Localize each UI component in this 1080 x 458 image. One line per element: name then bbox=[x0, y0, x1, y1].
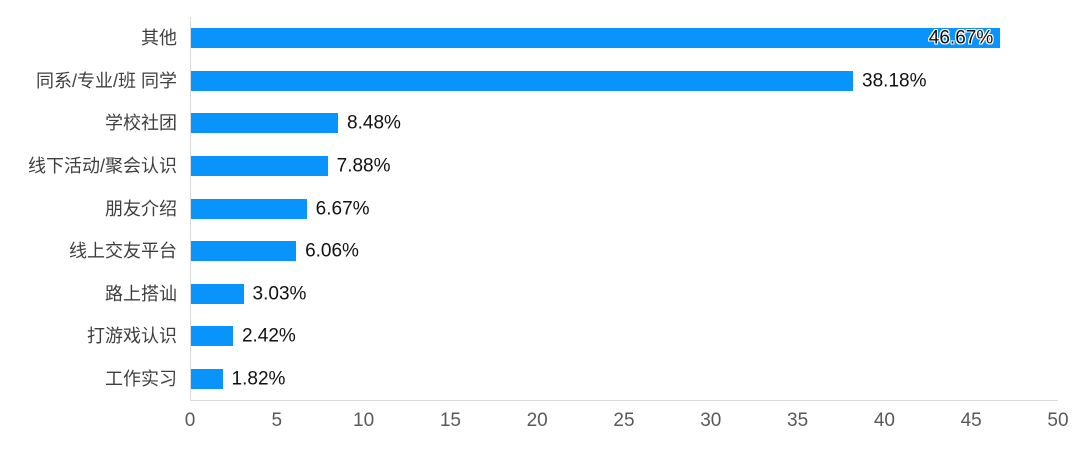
bar-track: 2.42% bbox=[190, 314, 1058, 358]
category-label: 路上搭讪 bbox=[105, 283, 177, 304]
bar[interactable] bbox=[191, 28, 1001, 49]
bar[interactable] bbox=[191, 113, 339, 134]
bar-track: 3.03% bbox=[190, 272, 1058, 315]
x-tick-label: 45 bbox=[960, 410, 982, 431]
plot-area: 其他 46.67% 同系/专业/班 同学 38.18% 学校社团 8.48% 线下活动/聚会… bbox=[0, 17, 1058, 401]
x-tick-label: 15 bbox=[439, 410, 461, 431]
bar-row: 其他 46.67% bbox=[0, 17, 1058, 60]
bar-track: 38.18% bbox=[190, 59, 1058, 103]
x-axis: 0 5 10 15 20 25 30 35 40 45 50 bbox=[0, 400, 1069, 440]
bar[interactable] bbox=[191, 326, 233, 347]
bar[interactable] bbox=[191, 241, 297, 262]
bar-row: 路上搭讪 3.03% bbox=[0, 272, 1058, 315]
x-axis-spacer bbox=[0, 400, 190, 440]
x-axis-ticks: 0 5 10 15 20 25 30 35 40 45 50 bbox=[185, 400, 1069, 440]
value-label: 3.03% bbox=[252, 283, 307, 305]
category-label: 其他 bbox=[141, 28, 177, 49]
category-label: 线上交友平台 bbox=[69, 241, 177, 262]
x-tick-label: 30 bbox=[700, 410, 722, 431]
bar-row: 朋友介绍 6.67% bbox=[0, 187, 1058, 230]
x-tick-label: 40 bbox=[873, 410, 895, 431]
bar-track: 6.06% bbox=[190, 229, 1058, 273]
value-label: 1.82% bbox=[231, 368, 286, 390]
bar[interactable] bbox=[191, 368, 223, 389]
value-label: 7.88% bbox=[336, 155, 391, 177]
bar-row: 线上交友平台 6.06% bbox=[0, 229, 1058, 273]
bar-track: 7.88% bbox=[190, 144, 1058, 188]
value-label: 38.18% bbox=[862, 70, 927, 92]
x-tick-label: 20 bbox=[526, 410, 548, 431]
x-tick-label: 0 bbox=[184, 410, 196, 431]
bar-row: 学校社团 8.48% bbox=[0, 102, 1058, 145]
bar[interactable] bbox=[191, 198, 307, 219]
bar[interactable] bbox=[191, 155, 328, 176]
bar-row: 工作实习 1.82% bbox=[0, 357, 1058, 401]
value-label: 6.67% bbox=[315, 198, 370, 220]
bar-track: 46.67% bbox=[190, 17, 1058, 60]
category-label: 打游戏认识 bbox=[87, 326, 177, 347]
x-tick-label: 25 bbox=[613, 410, 635, 431]
x-tick-label: 50 bbox=[1047, 410, 1069, 431]
value-label: 6.06% bbox=[305, 240, 359, 262]
value-label: 46.67% bbox=[928, 27, 994, 49]
bar-track: 6.67% bbox=[190, 187, 1058, 230]
x-tick-label: 10 bbox=[353, 410, 375, 431]
value-label: 8.48% bbox=[347, 112, 401, 134]
category-label: 线下活动/聚会认识 bbox=[27, 155, 177, 176]
x-tick-label: 5 bbox=[271, 410, 283, 431]
bar[interactable] bbox=[191, 283, 244, 304]
bar-row: 线下活动/聚会认识 7.88% bbox=[0, 144, 1058, 188]
value-label: 2.42% bbox=[241, 325, 296, 347]
bar[interactable] bbox=[191, 70, 854, 91]
category-label: 朋友介绍 bbox=[105, 198, 177, 219]
category-label: 工作实习 bbox=[105, 368, 177, 389]
bar-row: 同系/专业/班 同学 38.18% bbox=[0, 59, 1058, 103]
x-tick-label: 35 bbox=[787, 410, 809, 431]
bar-track: 8.48% bbox=[190, 102, 1058, 145]
category-label: 学校社团 bbox=[105, 113, 177, 134]
bar-row: 打游戏认识 2.42% bbox=[0, 314, 1058, 358]
bar-track: 1.82% bbox=[190, 357, 1058, 401]
category-label: 同系/专业/班 同学 bbox=[35, 70, 177, 91]
